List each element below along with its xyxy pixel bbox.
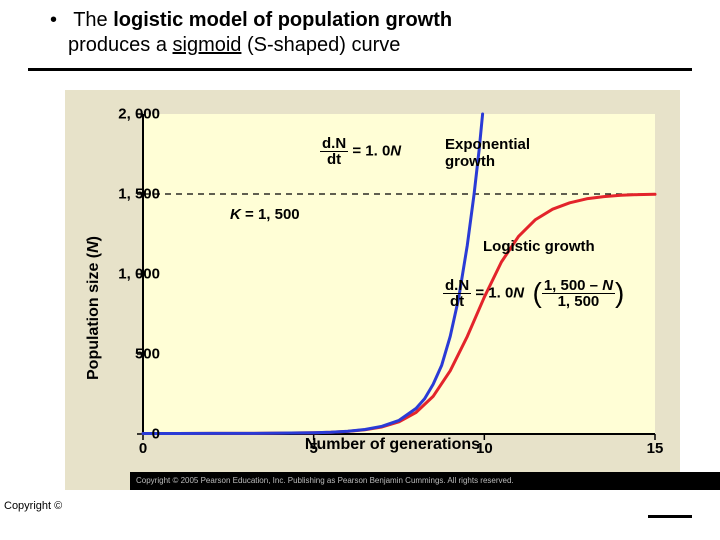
xtick-label: 0 bbox=[139, 440, 147, 457]
slide-header: • The logistic model of population growt… bbox=[0, 0, 720, 64]
ytick-label: 1, 500 bbox=[118, 186, 160, 203]
ytick-label: 2, 000 bbox=[118, 106, 160, 123]
source-footer: Copyright © 2005 Pearson Education, Inc.… bbox=[130, 472, 720, 490]
ytick-label: 0 bbox=[152, 426, 160, 443]
header-post1: produces a bbox=[68, 34, 173, 56]
bullet: • bbox=[50, 8, 68, 33]
corner-line bbox=[648, 515, 692, 518]
x-axis-label: Number of generations bbox=[125, 436, 660, 454]
header-bold: logistic model of population growth bbox=[113, 9, 452, 31]
xtick-label: 10 bbox=[476, 440, 493, 457]
header-underline: sigmoid bbox=[173, 34, 242, 56]
y-axis-label: Population size (N) bbox=[85, 236, 103, 380]
label-exponential: Exponential growth bbox=[445, 136, 530, 170]
header-pre: The bbox=[73, 9, 113, 31]
k-annotation: K = 1, 500 bbox=[230, 206, 300, 223]
header-post2: (S-shaped) curve bbox=[241, 34, 400, 56]
ytick-label: 500 bbox=[135, 346, 160, 363]
chart-container: Population size (N) Number of generation… bbox=[65, 90, 680, 490]
ytick-label: 1, 000 bbox=[118, 266, 160, 283]
equation-exponential: d.Ndt = 1. 0N bbox=[320, 136, 401, 167]
divider bbox=[28, 68, 692, 71]
copyright: Copyright © bbox=[4, 500, 62, 512]
xtick-label: 5 bbox=[309, 440, 317, 457]
equation-logistic: d.Ndt = 1. 0N (1, 500 – N1, 500) bbox=[443, 278, 624, 309]
label-logistic: Logistic growth bbox=[483, 238, 595, 255]
xtick-label: 15 bbox=[647, 440, 664, 457]
